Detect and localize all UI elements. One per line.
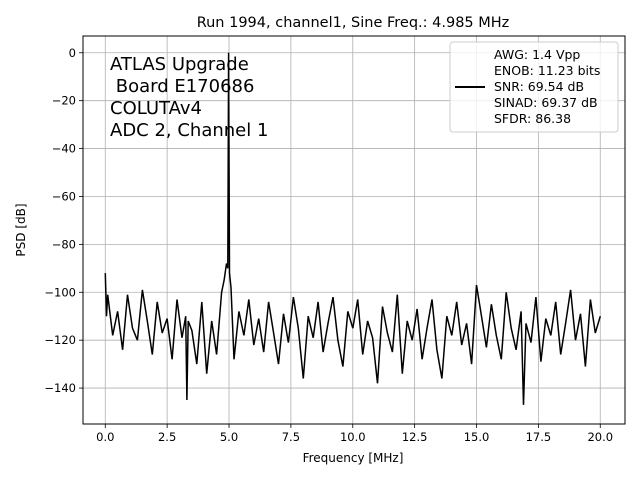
x-tick-label: 17.5: [526, 430, 552, 444]
annotation-line: ATLAS Upgrade: [110, 54, 249, 75]
x-tick-label: 7.5: [282, 430, 300, 444]
y-tick-label: −100: [44, 285, 76, 299]
annotation-line: COLUTAv4: [110, 98, 202, 119]
y-tick-label: −120: [44, 333, 76, 347]
legend-entry-line: SINAD: 69.37 dB: [494, 95, 598, 110]
legend-entry-line: SNR: 69.54 dB: [494, 79, 584, 94]
legend-entry-line: ENOB: 11.23 bits: [494, 63, 600, 78]
legend: AWG: 1.4 Vpp ENOB: 11.23 bits SNR: 69.54…: [449, 41, 619, 133]
y-tick-label: 0: [69, 46, 76, 60]
x-tick-label: 20.0: [587, 430, 613, 444]
y-axis-ticks: 0 −20 −40 −60 −80 −100 −120 −140: [44, 46, 83, 395]
plot-area-frame: [82, 35, 626, 425]
x-axis-label: Frequency [MHz]: [303, 451, 404, 465]
y-tick-label: −40: [52, 142, 76, 156]
legend-box: [449, 41, 619, 133]
annotation-line: ADC 2, Channel 1: [110, 120, 268, 141]
x-axis-ticks: 0.0 2.5 5.0 7.5 10.0 12.5 15.0 17.5 20.0: [96, 424, 613, 444]
y-tick-label: −140: [44, 381, 76, 395]
series-layer: [104, 52, 602, 405]
psd-series-line: [104, 52, 602, 405]
x-tick-label: 10.0: [340, 430, 366, 444]
x-tick-label: 5.0: [220, 430, 238, 444]
legend-entry-line: AWG: 1.4 Vpp: [494, 47, 580, 62]
y-tick-label: −80: [52, 237, 76, 251]
legend-entry-line: SFDR: 86.38: [494, 111, 571, 126]
x-tick-label: 12.5: [402, 430, 428, 444]
x-tick-label: 2.5: [158, 430, 176, 444]
x-tick-label: 15.0: [464, 430, 490, 444]
x-tick-label: 0.0: [96, 430, 114, 444]
y-tick-label: −20: [52, 94, 76, 108]
chart-title: Run 1994, channel1, Sine Freq.: 4.985 MH…: [197, 15, 510, 31]
y-tick-label: −60: [52, 189, 76, 203]
y-axis-label: PSD [dB]: [14, 203, 28, 256]
annotation-line: Board E170686: [110, 76, 254, 97]
board-annotation: ATLAS Upgrade Board E170686 COLUTAv4 ADC…: [110, 54, 268, 141]
